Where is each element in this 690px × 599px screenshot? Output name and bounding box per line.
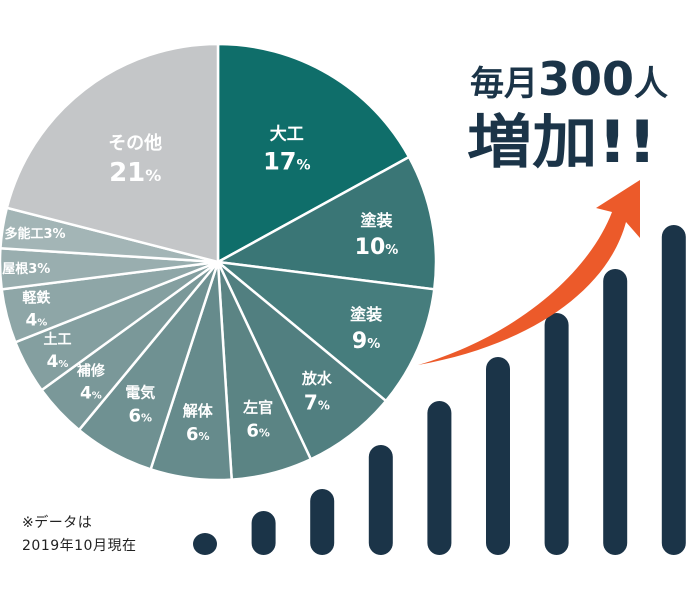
headline-suffix: 人 bbox=[634, 64, 668, 104]
pie-slice-label: 土工 4% bbox=[44, 331, 72, 372]
pie-slice-label: 塗装 10% bbox=[355, 211, 399, 260]
pie-slice-name: 塗装 bbox=[350, 305, 382, 324]
pie-slice-value: 6 bbox=[129, 405, 142, 426]
pie-slice-value: 6 bbox=[246, 420, 259, 441]
growth-bar bbox=[427, 401, 452, 555]
pie-chart: 大工 17%塗装 10%塗装 9%放水 7%左官 6%解体 6%電気 6%補修 4%土工 4%軽鉄… bbox=[0, 42, 438, 482]
pie-slice-name: 塗装 bbox=[360, 211, 392, 230]
pie-slice-value: 10 bbox=[355, 235, 386, 260]
pie-slice bbox=[5, 42, 220, 264]
pie-slice-value: 17 bbox=[263, 148, 296, 176]
growth-bar bbox=[661, 225, 686, 555]
pie-slice-name: 土工 bbox=[44, 331, 72, 348]
arrow-shape bbox=[418, 180, 640, 365]
pie-slice-name: 電気 bbox=[125, 383, 155, 401]
pie-slice-value: 9 bbox=[352, 329, 367, 354]
growth-bar bbox=[368, 445, 393, 555]
pie-slice-name: 放水 bbox=[301, 370, 333, 388]
growth-arrow-icon bbox=[418, 180, 640, 365]
growth-bar bbox=[251, 511, 276, 555]
pie-slice-label: 電気 6% bbox=[125, 383, 155, 426]
headline-line1: 毎月300人 bbox=[470, 52, 668, 106]
pie-slice bbox=[216, 42, 411, 265]
growth-bar bbox=[193, 533, 217, 555]
pie-slice-unit: % bbox=[58, 359, 68, 370]
pie-slice-label: 大工 17% bbox=[263, 124, 310, 176]
pie-slice-label: 左官 6% bbox=[242, 398, 273, 441]
pie-slice-unit: % bbox=[367, 337, 380, 352]
pie-slice-name: 補修 bbox=[76, 362, 106, 379]
pie-slice-value: 4 bbox=[47, 352, 59, 372]
pie-slice-name: 左官 bbox=[242, 398, 273, 416]
bar-chart bbox=[193, 225, 686, 555]
headline-line2: 増加!! bbox=[467, 108, 657, 176]
pie-slice-name: 軽鉄 bbox=[22, 290, 51, 307]
pie-slice bbox=[214, 155, 438, 291]
pie-slice-value: 7 bbox=[304, 391, 318, 415]
pie-slice-unit: % bbox=[199, 430, 210, 443]
pie-slice-label: 多能工3% bbox=[4, 226, 65, 242]
pie-slice-unit: % bbox=[385, 243, 398, 258]
pie-slice-label: 補修 4% bbox=[76, 362, 106, 403]
pie-slice-unit: % bbox=[141, 411, 152, 424]
pie-slice-value: 6 bbox=[186, 424, 199, 445]
pie-slice-label: 軽鉄 4% bbox=[22, 290, 51, 331]
growth-bar bbox=[603, 269, 628, 555]
growth-bar bbox=[544, 313, 569, 555]
pie-slice-unit: % bbox=[296, 158, 310, 174]
pie-slice-label: その他 21% bbox=[108, 132, 162, 188]
pie-slice-label: 屋根3% bbox=[2, 261, 50, 277]
pie-slice-value: 4 bbox=[80, 383, 92, 403]
footnote-line2: 2019年10月現在 bbox=[22, 538, 137, 554]
pie-slice-value: 4 bbox=[25, 311, 37, 331]
pie-slice-name: 解体 bbox=[183, 402, 214, 420]
pie-slice-label: 解体 6% bbox=[183, 402, 214, 445]
pie-slice-unit: % bbox=[37, 318, 47, 329]
pie-slice-unit: % bbox=[318, 399, 330, 413]
pie-slice-unit: % bbox=[259, 426, 270, 439]
footnote-line1: ※データは bbox=[22, 515, 93, 531]
pie-slice bbox=[213, 260, 436, 403]
growth-bar bbox=[310, 489, 335, 555]
pie-slice-name: 大工 bbox=[270, 124, 304, 145]
headline-number: 300 bbox=[538, 52, 634, 106]
footnote: ※データは 2019年10月現在 bbox=[22, 512, 136, 558]
pie-slice-label: 放水 7% bbox=[301, 370, 333, 415]
pie-slice-value: 21 bbox=[109, 158, 145, 188]
pie-slice-label: 塗装 9% bbox=[350, 305, 382, 354]
pie-slice-name: その他 bbox=[108, 132, 162, 154]
pie-slice-unit: % bbox=[145, 166, 161, 185]
pie-slice-unit: % bbox=[92, 390, 102, 401]
growth-bar bbox=[486, 357, 510, 555]
headline-prefix: 毎月 bbox=[470, 64, 538, 104]
